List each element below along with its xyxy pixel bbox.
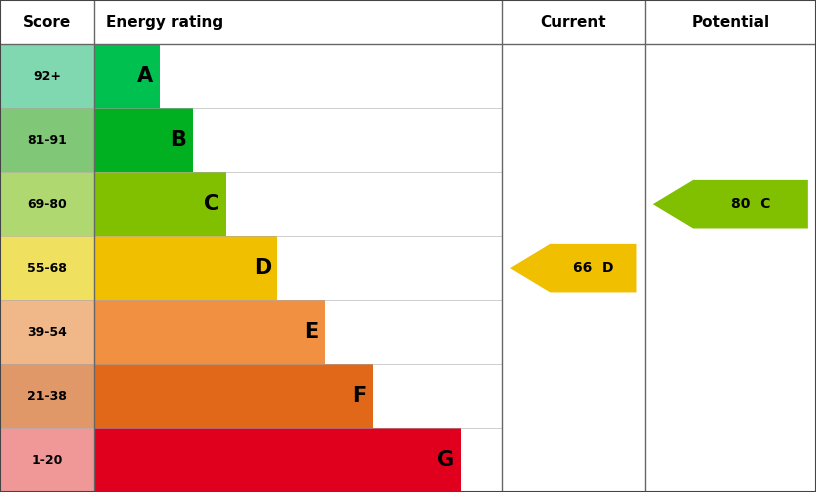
Text: 66  D: 66 D [573,261,614,275]
Text: 55-68: 55-68 [27,262,67,275]
Polygon shape [653,180,808,228]
Text: 39-54: 39-54 [27,326,67,338]
Bar [0,428,94,492]
Text: B: B [171,130,186,150]
Text: 80  C: 80 C [731,197,770,211]
Bar [0,172,94,236]
Bar [94,108,193,172]
Bar [0,364,94,428]
Text: 21-38: 21-38 [27,390,67,402]
Text: Potential: Potential [691,15,769,30]
Bar [94,364,373,428]
Text: Energy rating: Energy rating [106,15,224,30]
Bar [94,172,226,236]
Bar [0,44,94,108]
Bar [94,236,277,300]
Text: Current: Current [540,15,606,30]
Text: 81-91: 81-91 [27,134,67,147]
Bar [94,428,461,492]
Text: Score: Score [23,15,71,30]
Text: F: F [353,386,366,406]
Text: D: D [254,258,271,278]
Text: 1-20: 1-20 [31,454,63,466]
Text: 92+: 92+ [33,70,61,83]
Bar [94,44,160,108]
Bar [94,300,325,364]
Bar [0,236,94,300]
Text: C: C [204,194,220,214]
Polygon shape [510,244,636,292]
Text: A: A [137,66,153,86]
Text: 69-80: 69-80 [27,198,67,211]
Bar [0,108,94,172]
Text: G: G [437,450,455,470]
Text: E: E [304,322,318,342]
Bar [0,300,94,364]
